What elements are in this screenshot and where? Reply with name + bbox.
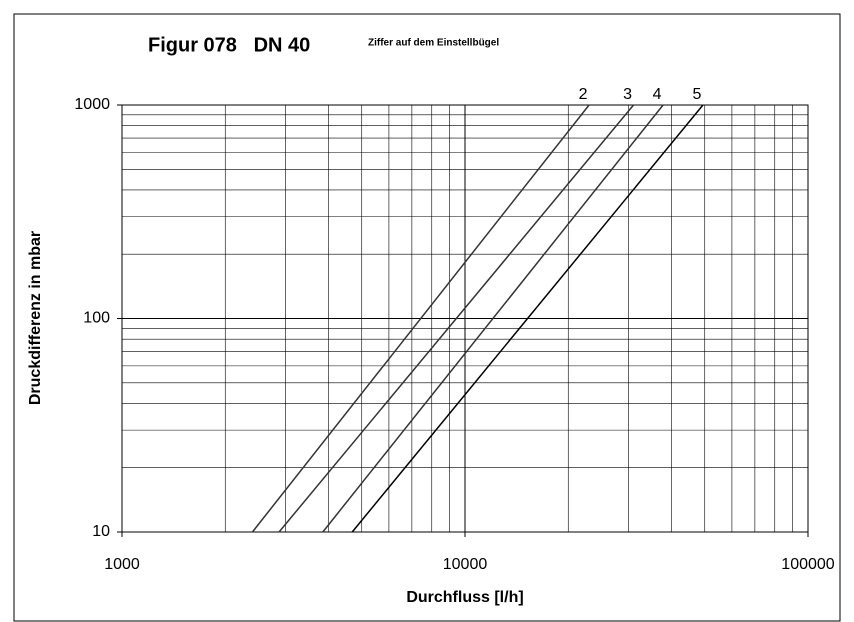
y-tick-label: 10 [92,523,110,540]
line [251,104,590,533]
chart-frame [13,13,841,622]
plot-area [121,104,809,533]
x-tick-label: 1000 [104,556,140,573]
x-tick-label: 10000 [443,556,488,573]
y-tick-label: 1000 [74,96,110,113]
x-axis-label: Durchfluss [l/h] [406,589,523,606]
y-tick-label: 100 [83,310,110,327]
line-label: 2 [579,86,588,103]
x-tick-label: 100000 [781,556,834,573]
chart-title: Figur 078 DN 40 [148,34,310,56]
y-axis-label: Druckdifferenz in mbar [27,231,44,405]
line [351,104,704,533]
line-label: 5 [692,86,701,103]
chart-subtitle: Ziffer auf dem Einstellbügel [368,38,499,49]
line-label: 3 [623,86,632,103]
line [278,104,635,533]
line [322,104,664,533]
line-label: 4 [653,86,662,103]
